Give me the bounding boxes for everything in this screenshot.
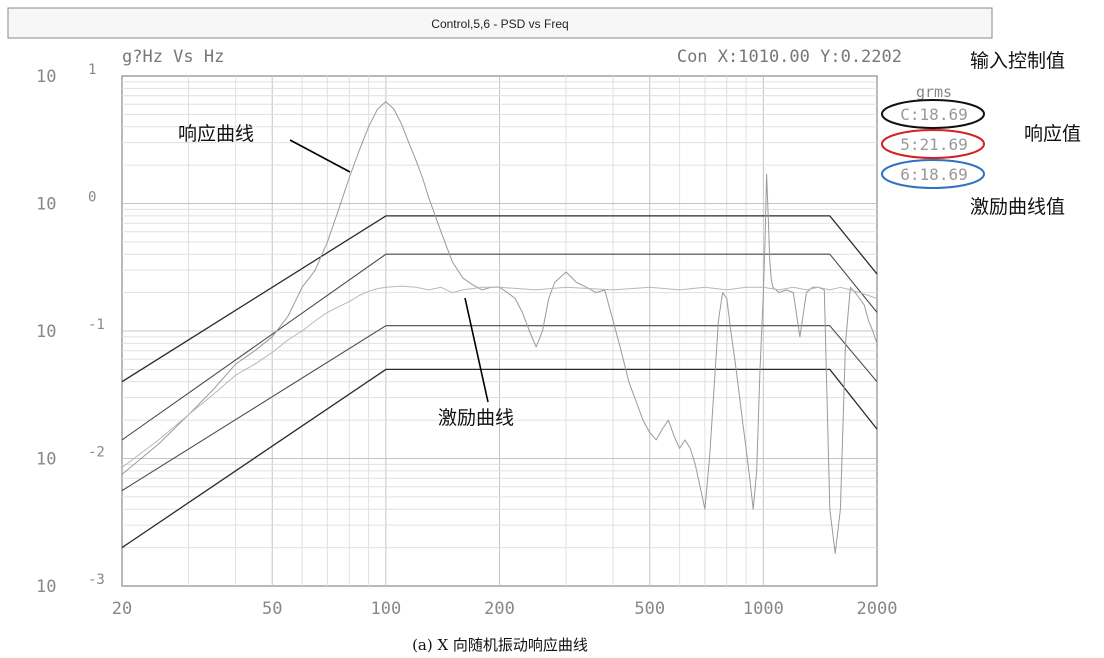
y-tick-label: 10 -2 [36, 445, 105, 470]
series-line-1 [121, 215, 878, 383]
response-curve-leader [289, 139, 351, 173]
series-line-3 [121, 325, 878, 492]
x-tick-label: 20 [112, 599, 132, 619]
x-tick-label: 200 [484, 599, 515, 619]
excitation-curve-label: 激励曲线 [438, 407, 514, 429]
window-title: Control,5,6 - PSD vs Freq [431, 17, 568, 31]
y-tick-label: 10 1 [36, 62, 96, 87]
series-line-4 [121, 368, 878, 549]
grms-circle [881, 159, 985, 189]
grms-value: 6:18.69 [900, 165, 967, 184]
excitation-curve-leader [464, 297, 489, 403]
plot-series [121, 101, 878, 554]
series-line-6 [121, 285, 878, 468]
series-line-5 [121, 101, 878, 554]
grms-value: C:18.69 [900, 105, 967, 124]
x-tick-label: 500 [634, 599, 665, 619]
response-curve-label: 响应曲线 [178, 123, 254, 145]
x-tick-label: 50 [262, 599, 282, 619]
y-tick-label: 10 -1 [36, 317, 105, 342]
y-tick-label: 10 0 [36, 190, 96, 215]
x-tick-label: 2000 [857, 599, 898, 619]
series-line-2 [121, 253, 878, 441]
grms-heading: grms [916, 83, 952, 101]
plot-grid [122, 76, 877, 586]
grms-value: 5:21.69 [900, 135, 967, 154]
excitation-value-label: 激励曲线值 [970, 196, 1065, 218]
y-tick-label: 10 -3 [36, 572, 105, 597]
window-title-bar [7, 7, 993, 39]
x-tick-label: 100 [371, 599, 402, 619]
grms-circle [881, 99, 985, 129]
grms-values: C:18.69 5:21.69 6:18.69 [881, 99, 985, 189]
control-input-label: 输入控制值 [970, 50, 1065, 72]
response-value-label: 响应值 [1024, 123, 1081, 145]
cursor-readout: Con X:1010.00 Y:0.2202 [677, 47, 902, 67]
x-tick-labels: 20 50 100 200 500 1000 2000 [112, 599, 898, 619]
grms-circle [881, 129, 985, 159]
x-tick-label: 1000 [743, 599, 784, 619]
y-unit-label: g?Hz Vs Hz [122, 47, 224, 67]
figure-caption: (a) X 向随机振动响应曲线 [412, 636, 588, 654]
